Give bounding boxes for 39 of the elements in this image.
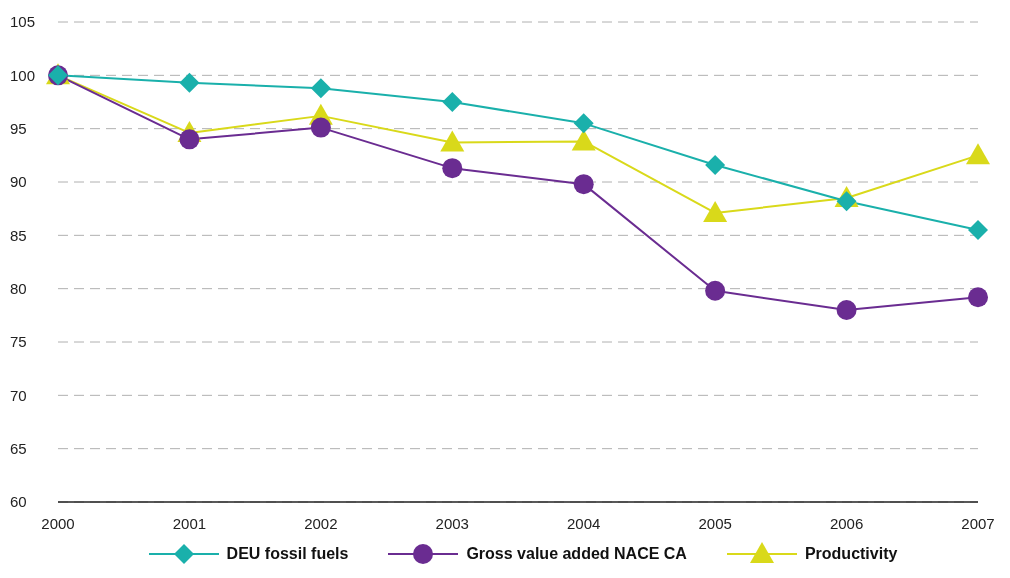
x-tick-label: 2004 xyxy=(567,514,601,532)
y-tick-label: 95 xyxy=(10,119,27,137)
x-tick-label: 2005 xyxy=(698,514,732,532)
point xyxy=(179,129,200,150)
x-tick-label: 2002 xyxy=(304,514,338,532)
point xyxy=(442,92,463,112)
y-tick-label: 65 xyxy=(10,439,27,457)
point xyxy=(573,113,594,134)
y-tick-label: 100 xyxy=(10,66,36,84)
point xyxy=(968,287,988,308)
point xyxy=(571,129,596,151)
point xyxy=(836,191,857,212)
legend-label: DEU fossil fuels xyxy=(226,545,349,563)
point xyxy=(705,154,726,175)
legend-label: Gross value added NACE CA xyxy=(466,545,687,563)
x-tick-label: 2007 xyxy=(961,514,995,532)
y-tick-label: 70 xyxy=(10,386,27,404)
point xyxy=(440,130,465,152)
y-tick-label: 90 xyxy=(10,173,27,191)
point xyxy=(968,220,988,240)
point xyxy=(442,158,463,179)
point xyxy=(573,174,594,195)
point xyxy=(966,143,990,165)
point xyxy=(705,280,726,301)
y-tick-label: 60 xyxy=(10,493,27,511)
y-tick-label: 105 xyxy=(10,13,36,31)
y-tick-label: 75 xyxy=(10,333,27,351)
x-tick-label: 2006 xyxy=(829,514,864,532)
point xyxy=(310,117,331,138)
point xyxy=(836,300,857,320)
x-tick-label: 2000 xyxy=(41,514,75,532)
point xyxy=(179,72,200,93)
point xyxy=(703,200,728,222)
x-tick-label: 2001 xyxy=(172,514,207,532)
legend-label: Productivity xyxy=(804,545,898,563)
point xyxy=(310,78,331,99)
x-tick-label: 2003 xyxy=(435,514,469,532)
y-tick-label: 80 xyxy=(10,279,27,297)
y-tick-label: 85 xyxy=(10,226,27,244)
